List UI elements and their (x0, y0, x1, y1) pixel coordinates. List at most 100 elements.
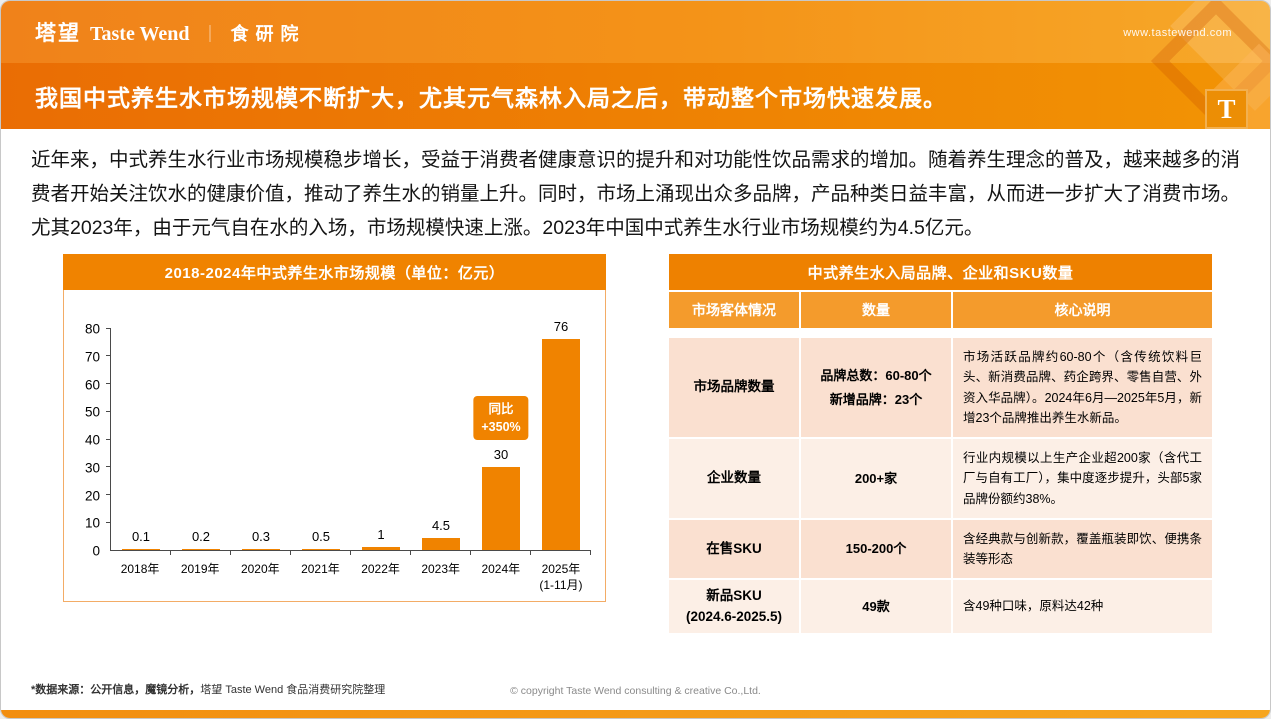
table-row-2-quantity: 150-200个 (801, 519, 951, 579)
table-row-0-description: 市场活跃品牌约60-80个（含传统饮料巨头、新消费品牌、药企跨界、零售自营、外资… (953, 338, 1212, 437)
bar-slot-2024年: 30 同比 +350% (471, 329, 531, 550)
y-tick-mark (106, 521, 111, 523)
market-size-chart-panel: 2018-2024年中式养生水市场规模（单位：亿元） 0 10 20 30 40 50 60… (63, 254, 606, 602)
bar-slot-2021年: 0.5 (291, 329, 351, 550)
page-title: 我国中式养生水市场规模不断扩大，尤其元气森林入局之后，带动整个市场快速发展。 (35, 85, 947, 111)
table-row-1-subject-text: 企业数量 (707, 470, 761, 486)
source-bold-part: *数据来源：公开信息，魔镜分析， (31, 684, 201, 696)
table-row-1-description: 行业内规模以上生产企业超200家（含代工厂与自有工厂），集中度逐步提升，头部5家… (953, 439, 1212, 518)
table-row-0-quantity: 品牌总数：60-80个 新增品牌：23个 (801, 338, 951, 437)
bar-slot-2019年: 0.2 (171, 329, 231, 550)
bar-value-label: 76 (553, 319, 569, 335)
bar-2022年 (362, 547, 400, 550)
bar-slot-2020年: 0.3 (231, 329, 291, 550)
bottom-accent-bar (1, 710, 1270, 718)
table-row-3-description: 含49种口味，原料达42种 (953, 580, 1212, 633)
x-tick-label: 2022年 (361, 562, 400, 576)
bar-2023年 (422, 537, 460, 550)
x-tick-mark (590, 550, 591, 555)
brand-logo: 塔望 Taste Wend ｜ 食研院 (35, 17, 305, 47)
table-row-2-description: 含经典款与创新款，覆盖瓶装即饮、便携条装等形态 (953, 519, 1212, 579)
x-tick-label: 2020年 (240, 562, 280, 576)
yoy-growth-badge: 同比 +350% (473, 395, 529, 440)
y-tick-label: 20 (84, 488, 100, 503)
brand-sku-table-panel: 中式养生水入局品牌、企业和SKU数量 市场客体情况 数量 核心说明 市场品牌数量… (669, 254, 1212, 633)
table-row-2-subject-text: 在售SKU (706, 540, 762, 556)
y-tick-label: 0 (92, 543, 100, 559)
logo-divider: ｜ (201, 25, 219, 44)
bar-value-label: 4.5 (431, 517, 451, 533)
title-banner: 我国中式养生水市场规模不断扩大，尤其元气森林入局之后，带动整个市场快速发展。 (1, 63, 1270, 129)
y-tick-mark (106, 494, 111, 495)
bar-2020年 (242, 549, 280, 550)
y-tick-mark (106, 410, 111, 412)
brand-name-en: Taste Wend (90, 23, 190, 45)
y-tick-mark (106, 355, 111, 357)
x-tick-label: 2018年 (120, 562, 160, 576)
y-tick-label: 80 (84, 321, 100, 337)
table-row-3-subject: 新品SKU (2024.6-2025.5) (669, 580, 799, 633)
bar-value-label: 0.3 (251, 529, 271, 544)
chart-title: 2018-2024年中式养生水市场规模（单位：亿元） (63, 254, 606, 290)
copyright-note: © copyright Taste Wend consulting & crea… (510, 685, 761, 697)
y-tick-mark (106, 383, 111, 384)
bar-2025年 (542, 339, 580, 550)
chart-y-axis: 0 10 20 30 40 50 60 70 80 (64, 322, 110, 559)
bar-slot-2018年: 0.1 (111, 329, 171, 550)
x-tick-mark (350, 550, 351, 555)
x-tick-mark (410, 550, 411, 555)
y-tick-label: 40 (84, 432, 100, 448)
table-row-3-quantity: 49款 (801, 580, 951, 633)
chart-plot-area: 0.1 0.2 0.3 0.5 1 4.5 30 同比 +350% 76 (106, 319, 591, 555)
x-tick-mark (290, 550, 291, 555)
y-tick-mark (106, 466, 111, 468)
intro-paragraph: 近年来，中式养生水行业市场规模稳步增长，受益于消费者健康意识的提升和对功能性饮品… (31, 149, 1241, 239)
bar-slot-2023年: 4.5 (411, 329, 471, 550)
table-row-2-subject: 在售SKU (669, 519, 799, 579)
y-tick-mark (106, 438, 111, 440)
bar-2024年 (482, 466, 520, 550)
column-header-quantity: 数量 (801, 292, 951, 328)
table-row-0-subject: 市场品牌数量 (669, 338, 799, 437)
table-title: 中式养生水入局品牌、企业和SKU数量 (669, 254, 1212, 290)
brand-sub-name: 食研院 (230, 24, 306, 44)
table-row-0-description-text: 市场活跃品牌约60-80个（含传统饮料巨头、新消费品牌、药企跨界、零售自营、外资… (963, 350, 1202, 425)
bar-value-label: 30 (493, 446, 509, 462)
bar-slot-2022年: 1 (351, 329, 411, 550)
table-row-3-quantity-text: 49款 (862, 598, 890, 614)
table-row-2-quantity-text: 150-200个 (845, 541, 907, 557)
table-row-1-quantity: 200+家 (801, 439, 951, 518)
website-url: www.tastewend.com (1123, 27, 1232, 39)
top-header-bar: 塔望 Taste Wend ｜ 食研院 (1, 1, 1270, 63)
x-tick-label: 2019年 (180, 562, 220, 576)
brand-name-zh: 塔望 (35, 22, 81, 45)
bar-value-label: 0.1 (131, 529, 151, 544)
x-tick-label: 2021年 (301, 562, 340, 576)
y-tick-mark (106, 327, 111, 329)
bar-value-label: 0.5 (311, 528, 331, 544)
x-tick-label: 2024年 (481, 562, 521, 576)
table-row-1-quantity-text: 200+家 (854, 470, 898, 486)
bar-value-label: 0.2 (191, 529, 211, 544)
x-tick-label: 2023年 (421, 562, 461, 576)
data-table: 市场客体情况 数量 核心说明 市场品牌数量 品牌总数：60-80个 新增品牌：23… (669, 290, 1212, 633)
bar-2021年 (302, 548, 340, 550)
data-source-note: *数据来源：公开信息，魔镜分析，塔望 Taste Wend 食品消费研究院整理 (31, 681, 385, 697)
y-tick-label: 70 (84, 349, 100, 365)
table-row-0-quantity-text: 品牌总数：60-80个 新增品牌：23个 (820, 368, 932, 407)
chart-x-axis-labels: 2018年 2019年 2020年 2021年 2022年 2023年 2024年 2025年… (110, 555, 591, 597)
chart-body: 0 10 20 30 40 50 60 70 80 0.1 0.2 0.3 0.5 1 4.5 30 同比 +3… (63, 290, 606, 602)
y-tick-label: 10 (84, 515, 100, 531)
y-tick-label: 30 (84, 460, 100, 476)
x-tick-mark (470, 550, 471, 555)
table-row-2-description-text: 含经典款与创新款，覆盖瓶装即饮、便携条装等形态 (963, 531, 1202, 566)
table-row-1-subject: 企业数量 (669, 439, 799, 518)
x-tick-label: 2025年 (1-11月) (539, 562, 583, 592)
table-row-0-subject-text: 市场品牌数量 (693, 379, 775, 395)
bar-value-label: 1 (377, 527, 385, 543)
bar-slot-2025年: 76 (531, 319, 591, 550)
source-normal-part: 塔望 Taste Wend 食品消费研究院整理 (200, 684, 386, 696)
table-row-1-description-text: 行业内规模以上生产企业超200家（含代工厂与自有工厂），集中度逐步提升，头部5家… (963, 451, 1202, 506)
column-header-description: 核心说明 (953, 292, 1212, 328)
